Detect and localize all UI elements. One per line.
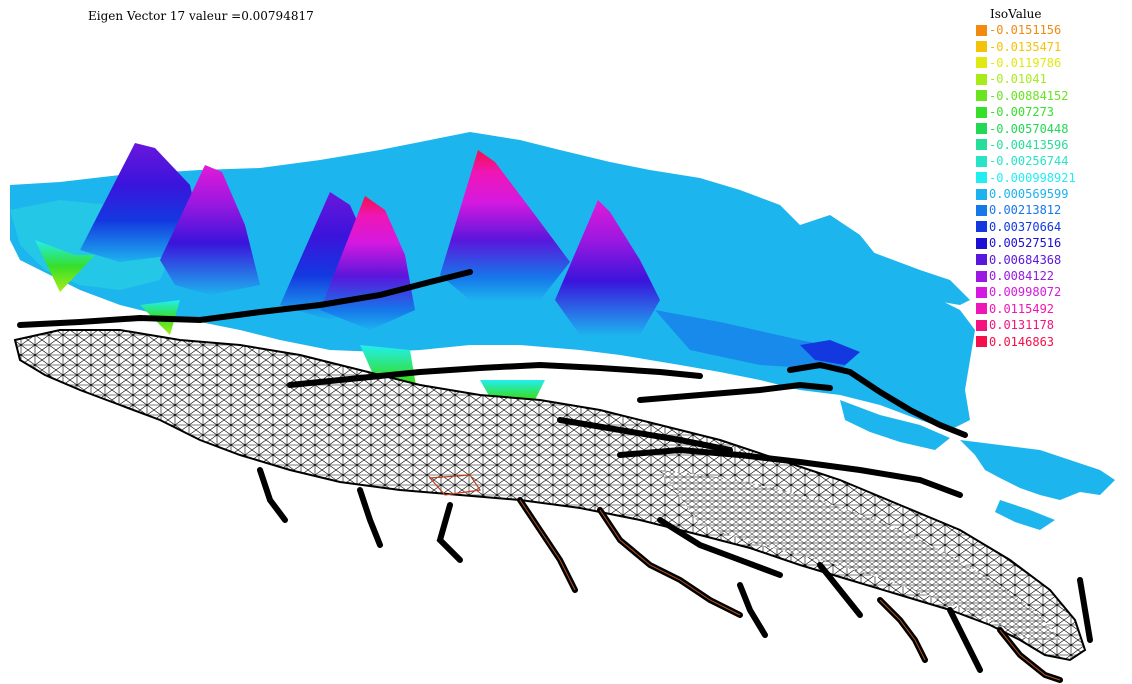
triangle-mesh	[13, 329, 1087, 662]
legend-swatch	[976, 237, 987, 249]
legend-swatch	[976, 155, 987, 167]
legend-item: -0.01041	[976, 71, 1126, 87]
legend-label: -0.0135471	[989, 39, 1062, 54]
legend-item: 0.00213812	[976, 202, 1126, 218]
legend-item: 0.00998072	[976, 284, 1126, 300]
isovalue-legend: IsoValue -0.0151156 -0.0135471 -0.0119786 -…	[976, 7, 1126, 350]
legend-swatch	[976, 73, 987, 85]
legend-swatch	[976, 221, 987, 233]
legend-swatch	[976, 286, 987, 298]
legend-label: -0.0151156	[989, 23, 1062, 38]
legend-label: -0.00256744	[989, 154, 1069, 169]
legend-label: 0.0084122	[989, 269, 1055, 284]
legend-item: -0.0135471	[976, 38, 1126, 54]
legend-item: 0.00684368	[976, 251, 1126, 267]
legend-label: -0.00413596	[989, 137, 1069, 152]
plot-title: Eigen Vector 17 valeur =0.00794817	[88, 9, 314, 23]
legend-label: 0.00370664	[989, 219, 1062, 234]
shoreline-outline	[519, 499, 1061, 681]
legend-item: 0.00370664	[976, 219, 1126, 235]
legend-swatch	[976, 336, 987, 348]
legend-item: -0.00413596	[976, 137, 1126, 153]
legend-item: 0.0115492	[976, 301, 1126, 317]
legend-label: 0.0115492	[989, 301, 1055, 316]
legend-label: 0.00684368	[989, 252, 1062, 267]
legend-swatch	[976, 188, 987, 200]
legend-label: 0.00527516	[989, 236, 1062, 251]
legend-label: -0.007273	[989, 105, 1055, 120]
legend-swatch	[976, 41, 987, 53]
legend-label: 0.000569599	[989, 187, 1069, 202]
legend-swatch	[976, 303, 987, 315]
legend-title: IsoValue	[990, 7, 1042, 21]
legend-item: 0.000569599	[976, 186, 1126, 202]
legend-item: -0.007273	[976, 104, 1126, 120]
legend-swatch	[976, 172, 987, 184]
legend-swatch	[976, 90, 987, 102]
legend-label: -0.000998921	[989, 170, 1076, 185]
legend-item: -0.000998921	[976, 170, 1126, 186]
legend-item: 0.0146863	[976, 333, 1126, 349]
legend-item: 0.0131178	[976, 317, 1126, 333]
legend-swatch	[976, 139, 987, 151]
legend-item: -0.0151156	[976, 22, 1126, 38]
legend-swatch	[976, 270, 987, 282]
legend-item: -0.00884152	[976, 88, 1126, 104]
legend-label: -0.00570448	[989, 121, 1069, 136]
legend-item: 0.00527516	[976, 235, 1126, 251]
legend-label: 0.00998072	[989, 285, 1062, 300]
legend-label: 0.0131178	[989, 318, 1055, 333]
legend-label: 0.00213812	[989, 203, 1062, 218]
legend-item: 0.0084122	[976, 268, 1126, 284]
legend-item: -0.0119786	[976, 55, 1126, 71]
legend-label: -0.00884152	[989, 88, 1069, 103]
legend-item: -0.00570448	[976, 120, 1126, 136]
legend-swatch	[976, 57, 987, 69]
legend-swatch	[976, 319, 987, 331]
legend-item: -0.00256744	[976, 153, 1126, 169]
legend-swatch	[976, 106, 987, 118]
legend-label: 0.0146863	[989, 334, 1055, 349]
legend-swatch	[976, 204, 987, 216]
legend-swatch	[976, 24, 987, 36]
legend-label: -0.0119786	[989, 55, 1062, 70]
legend-label: -0.01041	[989, 72, 1047, 87]
legend-swatch	[976, 254, 987, 266]
legend-swatch	[976, 123, 987, 135]
